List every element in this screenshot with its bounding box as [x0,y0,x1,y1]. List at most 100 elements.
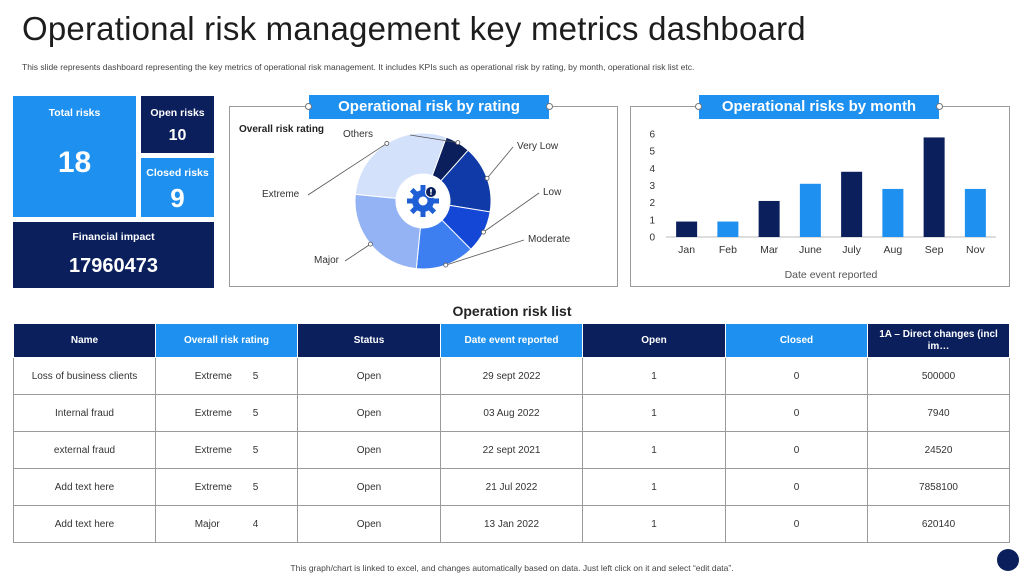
y-tick-label: 0 [649,233,655,244]
cell-direct-changes: 500000 [867,357,1010,395]
risk-list-title: Operation risk list [452,303,572,319]
pie-label-others: Others [343,129,374,140]
open-risks-label: Open risks [150,107,205,119]
rating-text: Major [194,518,220,530]
page-title: Operational risk management key metrics … [22,10,806,47]
pie-leader-dot [455,140,461,146]
rating-text: Extreme [194,407,232,419]
cell-date: 22 sept 2021 [440,431,583,469]
cell-name: Add text here [13,505,156,543]
y-tick-label: 6 [649,130,655,141]
col-header-rating: Overall risk rating [155,323,298,358]
pie-leader-line [307,143,388,196]
page-marker-circle [997,549,1019,571]
gear-alert-icon [397,175,449,227]
bar-feb [717,221,739,237]
cell-rating: Major 4 [155,505,298,543]
risks-by-month-heading-text: Operational risks by month [721,98,917,115]
bar-sep [923,137,945,237]
cell-rating: Extreme 5 [155,431,298,469]
cell-rating: Extreme 5 [155,394,298,432]
x-tick-label: Feb [719,244,737,256]
table-row: Loss of business clients Extreme 5 Open 2… [13,357,1010,395]
rating-text: Extreme [194,481,232,493]
risk-list-table: Name Overall risk rating Status Date eve… [13,323,1010,543]
col-header-date: Date event reported [440,323,583,358]
cell-date: 13 Jan 2022 [440,505,583,543]
table-row: Add text here Extreme 5 Open 21 Jul 2022 … [13,468,1010,506]
cell-closed: 0 [725,357,868,395]
x-tick-label: Sep [925,244,944,256]
cell-name: Internal fraud [13,394,156,432]
pie-leader-line [344,243,371,262]
risk-by-rating-heading: Operational risk by rating [305,95,553,119]
financial-impact-value: 17960473 [69,255,158,277]
x-tick-label: Nov [966,244,985,256]
cell-closed: 0 [725,505,868,543]
open-risks-value: 10 [168,127,187,144]
cell-status: Open [297,394,441,432]
pie-slice-major [354,193,421,270]
open-risks-tile: Open risks 10 [141,96,214,153]
pie-leader-dot [368,241,373,247]
cell-rating: Extreme 5 [155,468,298,506]
cell-closed: 0 [725,468,868,506]
cell-closed: 0 [725,394,868,432]
cell-name: external fraud [13,431,156,469]
pie-slice-extreme [354,132,447,199]
bar-july [841,171,863,237]
cell-date: 21 Jul 2022 [440,468,583,506]
y-tick-label: 5 [649,147,655,158]
cell-open: 1 [582,394,726,432]
overall-risk-rating-label: Overall risk rating [239,124,325,135]
rating-text: Extreme [194,444,232,456]
bar-june [799,183,821,237]
cell-direct-changes: 7940 [867,394,1010,432]
cell-status: Open [297,505,441,543]
table-row: external fraud Extreme 5 Open 22 sept 202… [13,431,1010,469]
x-axis-label: Date event reported [785,269,878,281]
heading-right-dot [936,103,943,110]
bar-nov [964,188,986,237]
cell-status: Open [297,431,441,469]
cell-direct-changes: 7858100 [867,468,1010,506]
rating-score: 5 [252,481,259,493]
pie-leader-dot [484,175,490,181]
col-header-open: Open [582,323,726,358]
cell-date: 29 sept 2022 [440,357,583,395]
total-risks-tile: Total risks 18 [13,96,136,217]
closed-risks-label: Closed risks [146,167,209,179]
total-risks-value: 18 [57,146,92,179]
cell-name: Add text here [13,468,156,506]
cell-open: 1 [582,505,726,543]
x-tick-label: Jan [678,244,695,256]
rating-score: 4 [252,518,259,530]
cell-direct-changes: 24520 [867,431,1010,469]
heading-left-dot [305,103,312,110]
rating-text: Extreme [194,370,232,382]
closed-risks-value: 9 [170,183,185,213]
col-header-name: Name [13,323,156,358]
pie-leader-dot [443,262,449,268]
risk-rating-pie-chart [307,132,540,270]
total-risks-label: Total risks [48,107,101,119]
bar-mar [758,200,780,237]
page-subtitle: This slide represents dashboard represen… [22,62,695,72]
cell-closed: 0 [725,431,868,469]
y-tick-label: 2 [649,198,655,209]
bar-jan [676,221,698,237]
col-header-status: Status [297,323,441,358]
bar-aug [882,188,904,237]
x-tick-label: Aug [884,244,903,256]
rating-score: 5 [252,444,259,456]
heading-right-dot [546,103,553,110]
closed-risks-tile: Closed risks 9 [141,158,214,217]
pie-label-low: Low [543,187,562,198]
pie-leader-dot [481,229,486,235]
y-tick-label: 4 [649,164,655,175]
cell-rating: Extreme 5 [155,357,298,395]
y-tick-label: 3 [649,181,655,192]
pie-label-very-low: Very Low [517,141,559,152]
cell-open: 1 [582,468,726,506]
cell-open: 1 [582,431,726,469]
